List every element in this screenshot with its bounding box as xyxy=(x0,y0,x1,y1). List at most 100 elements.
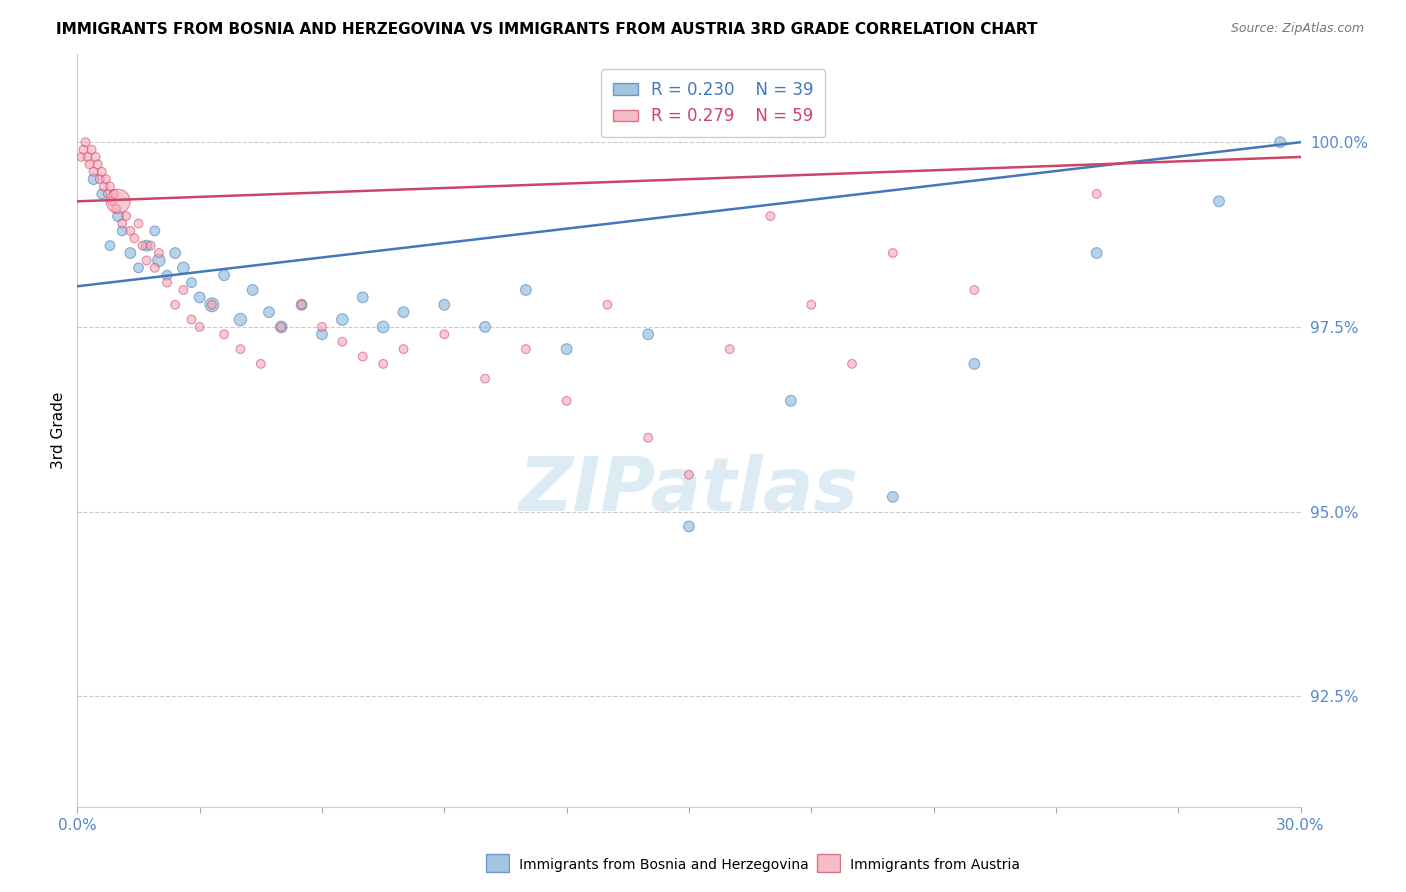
Point xyxy=(115,209,138,223)
Point xyxy=(332,334,354,349)
Point xyxy=(101,194,124,209)
Point xyxy=(596,298,619,312)
Point xyxy=(1270,135,1292,149)
Point xyxy=(882,490,904,504)
Point xyxy=(148,246,170,260)
Point xyxy=(90,165,112,179)
Point xyxy=(72,143,94,157)
Point xyxy=(841,357,863,371)
Point xyxy=(80,143,103,157)
Point xyxy=(1085,246,1108,260)
Point xyxy=(474,372,496,386)
Text: Source: ZipAtlas.com: Source: ZipAtlas.com xyxy=(1230,22,1364,36)
Bar xyxy=(817,855,839,872)
Point xyxy=(332,312,354,326)
Point xyxy=(637,431,659,445)
Point xyxy=(270,320,292,334)
Point xyxy=(555,393,578,408)
Point xyxy=(1208,194,1230,209)
Point xyxy=(120,224,142,238)
Point xyxy=(555,342,578,356)
Point xyxy=(131,238,153,252)
Point xyxy=(107,209,129,223)
Point xyxy=(371,357,394,371)
Point xyxy=(257,305,280,319)
Point xyxy=(800,298,823,312)
Point xyxy=(474,320,496,334)
Point xyxy=(678,519,700,533)
Point xyxy=(759,209,782,223)
Point xyxy=(718,342,741,356)
Point xyxy=(963,357,986,371)
Point xyxy=(515,283,537,297)
Point xyxy=(352,290,374,304)
Point xyxy=(188,320,211,334)
Point xyxy=(392,342,415,356)
Point xyxy=(107,194,129,209)
Point xyxy=(212,327,235,342)
Point xyxy=(94,172,117,186)
Point xyxy=(98,238,121,252)
Point xyxy=(103,186,125,201)
Point xyxy=(75,135,97,149)
Point xyxy=(128,217,150,231)
Point xyxy=(229,312,252,326)
Point xyxy=(201,298,224,312)
Point xyxy=(111,217,134,231)
Point xyxy=(291,298,314,312)
Point xyxy=(882,246,904,260)
Point xyxy=(84,150,107,164)
Point xyxy=(148,253,170,268)
Point xyxy=(93,179,115,194)
Point xyxy=(780,393,803,408)
Bar xyxy=(486,855,509,872)
Point xyxy=(250,357,273,371)
Text: ZIPatlas: ZIPatlas xyxy=(519,454,859,527)
Point xyxy=(201,298,224,312)
Point xyxy=(87,157,110,171)
Point xyxy=(90,186,112,201)
Point xyxy=(392,305,415,319)
Text: Immigrants from Bosnia and Herzegovina: Immigrants from Bosnia and Herzegovina xyxy=(506,858,808,872)
Point xyxy=(165,246,187,260)
Point xyxy=(79,157,101,171)
Point xyxy=(156,276,179,290)
Point xyxy=(111,224,134,238)
Point xyxy=(180,312,202,326)
Point xyxy=(963,283,986,297)
Point xyxy=(83,165,105,179)
Point xyxy=(128,260,150,275)
Point xyxy=(270,320,292,334)
Point xyxy=(135,253,157,268)
Point xyxy=(311,327,333,342)
Point xyxy=(135,238,157,252)
Point xyxy=(188,290,211,304)
Point xyxy=(105,202,128,216)
Point xyxy=(515,342,537,356)
Point xyxy=(433,298,456,312)
Text: Immigrants from Austria: Immigrants from Austria xyxy=(837,858,1019,872)
Point xyxy=(165,298,187,312)
Point xyxy=(291,298,314,312)
Point xyxy=(156,268,179,283)
Point xyxy=(124,231,146,245)
Point xyxy=(1085,186,1108,201)
Point xyxy=(98,179,121,194)
Point xyxy=(89,172,111,186)
Point xyxy=(311,320,333,334)
Point xyxy=(212,268,235,283)
Legend: R = 0.230    N = 39, R = 0.279    N = 59: R = 0.230 N = 39, R = 0.279 N = 59 xyxy=(602,70,825,137)
Point xyxy=(180,276,202,290)
Point xyxy=(172,283,194,297)
Point xyxy=(139,238,162,252)
Point xyxy=(371,320,394,334)
Text: IMMIGRANTS FROM BOSNIA AND HERZEGOVINA VS IMMIGRANTS FROM AUSTRIA 3RD GRADE CORR: IMMIGRANTS FROM BOSNIA AND HERZEGOVINA V… xyxy=(56,22,1038,37)
Point xyxy=(143,224,166,238)
Point xyxy=(143,260,166,275)
Point xyxy=(76,150,98,164)
Point xyxy=(120,246,142,260)
Point xyxy=(97,186,120,201)
Point xyxy=(678,467,700,482)
Point xyxy=(172,260,194,275)
Point xyxy=(352,350,374,364)
